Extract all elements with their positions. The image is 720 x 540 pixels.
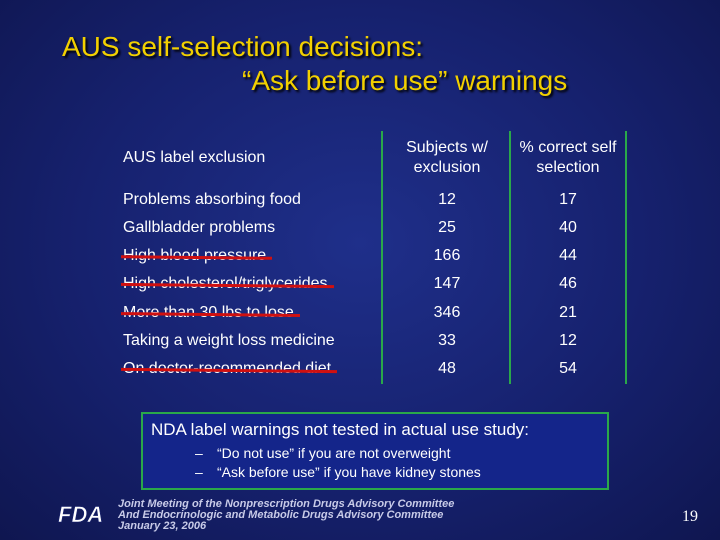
table-row: Problems absorbing food 12 17 [113, 185, 627, 214]
row-label: Problems absorbing food [123, 190, 301, 208]
table-row: High blood pressure 166 44 [113, 241, 627, 271]
header-label-exclusion: AUS label exclusion [123, 149, 266, 166]
row-subjects: 25 [381, 213, 511, 243]
row-subjects: 166 [381, 241, 511, 271]
note-title: NDA label warnings not tested in actual … [151, 420, 529, 439]
row-label: High cholesterol/triglycerides [123, 275, 328, 293]
row-label: High blood pressure [123, 247, 267, 265]
row-label-cell: On doctor-recommended diet [123, 355, 393, 384]
row-label-cell: High blood pressure [123, 242, 393, 271]
row-correct: 21 [509, 298, 627, 328]
row-subjects: 147 [381, 269, 511, 299]
table-row: Taking a weight loss medicine 33 12 [113, 326, 627, 356]
header-subjects: Subjects w/ exclusion [381, 131, 511, 185]
slide-title: AUS self-selection decisions: “Ask befor… [62, 30, 567, 98]
title-line-1: AUS self-selection decisions: [62, 31, 424, 62]
row-subjects: 33 [381, 326, 511, 356]
fda-logo-icon: FDA [58, 502, 104, 528]
table-header-row: AUS label exclusion Subjects w/ exclusio… [113, 131, 627, 185]
footer-line-1: Joint Meeting of the Nonprescription Dru… [118, 498, 455, 510]
footer-line-3: January 23, 2006 [118, 520, 207, 532]
exclusion-table: AUS label exclusion Subjects w/ exclusio… [113, 131, 627, 384]
row-label: Taking a weight loss medicine [123, 332, 335, 349]
page-number: 19 [682, 508, 698, 525]
row-correct: 46 [509, 269, 627, 299]
footer-line-2: And Endocrinologic and Metabolic Drugs A… [118, 509, 444, 521]
row-label: On doctor-recommended diet [123, 360, 332, 378]
table-row: High cholesterol/triglycerides 147 46 [113, 269, 627, 299]
row-label-cell: High cholesterol/triglycerides [123, 270, 393, 299]
table-row: Gallbladder problems 25 40 [113, 213, 627, 243]
row-label: More than 30 lbs to lose [123, 303, 294, 321]
row-label-cell: Problems absorbing food [123, 185, 393, 214]
row-subjects: 48 [381, 354, 511, 384]
note-list: “Do not use” if you are not overweight “… [151, 444, 599, 482]
nda-warnings-note: NDA label warnings not tested in actual … [141, 412, 609, 490]
svg-text:FDA: FDA [58, 502, 103, 527]
row-label: Gallbladder problems [123, 218, 276, 236]
note-item: “Do not use” if you are not overweight [195, 444, 599, 463]
row-correct: 44 [509, 241, 627, 271]
row-label-cell: Gallbladder problems [123, 213, 393, 242]
row-label-cell: More than 30 lbs to lose [123, 298, 393, 327]
row-subjects: 346 [381, 298, 511, 328]
header-correct: % correct self selection [509, 131, 627, 185]
row-correct: 12 [509, 326, 627, 356]
row-label-cell: Taking a weight loss medicine [123, 327, 393, 356]
table-row: More than 30 lbs to lose 346 21 [113, 298, 627, 328]
row-correct: 40 [509, 213, 627, 243]
title-line-2: “Ask before use” warnings [242, 65, 568, 96]
row-subjects: 12 [381, 185, 511, 214]
footer-meeting-info: Joint Meeting of the Nonprescription Dru… [118, 499, 454, 532]
row-correct: 17 [509, 185, 627, 214]
table-row: On doctor-recommended diet 48 54 [113, 354, 627, 384]
note-item: “Ask before use” if you have kidney ston… [195, 463, 599, 482]
row-correct: 54 [509, 354, 627, 384]
